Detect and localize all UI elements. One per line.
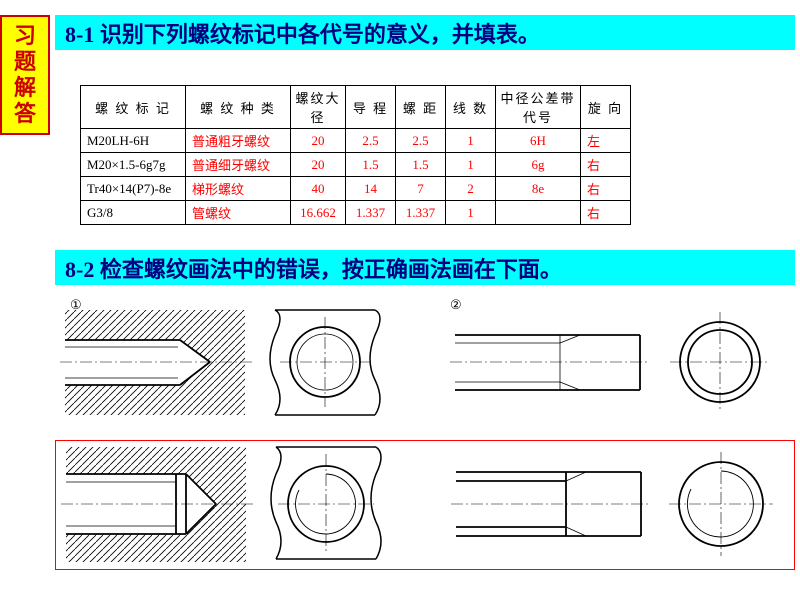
cell: 1.337	[346, 201, 396, 225]
table-row: Tr40×14(P7)-8e 梯形螺纹 40 14 7 2 8e 右	[81, 177, 631, 201]
cell: M20×1.5-6g7g	[81, 153, 186, 177]
thread-table: 螺 纹 标 记 螺 纹 种 类 螺纹大径 导 程 螺 距 线 数 中径公差带代号…	[80, 85, 631, 225]
table-row: M20LH-6H 普通粗牙螺纹 20 2.5 2.5 1 6H 左	[81, 129, 631, 153]
cell: 1.5	[396, 153, 446, 177]
question-2-header: 8-2 检查螺纹画法中的错误，按正确画法画在下面。	[55, 250, 795, 285]
diagram-row-original: ① ②	[55, 295, 795, 425]
cell: 16.662	[291, 201, 346, 225]
table-row: M20×1.5-6g7g 普通细牙螺纹 20 1.5 1.5 1 6g 右	[81, 153, 631, 177]
thread-end-2-wrong	[665, 305, 775, 425]
thread-end-1-correct	[266, 444, 391, 569]
cell: 20	[291, 129, 346, 153]
sidebar-char-3: 解	[14, 75, 36, 101]
cell: 6g	[496, 153, 581, 177]
thread-side-2-wrong	[450, 305, 650, 425]
cell: 1	[446, 153, 496, 177]
sidebar-char-2: 题	[14, 49, 36, 75]
th-lead: 导 程	[346, 86, 396, 129]
cell: 14	[346, 177, 396, 201]
thread-side-1-wrong	[60, 305, 260, 425]
cell: 1.5	[346, 153, 396, 177]
th-mark: 螺 纹 标 记	[81, 86, 186, 129]
thread-side-1-correct	[61, 444, 261, 569]
cell: 8e	[496, 177, 581, 201]
th-dir: 旋 向	[581, 86, 631, 129]
thread-side-2-correct	[451, 444, 651, 569]
th-dia: 螺纹大径	[291, 86, 346, 129]
cell: 6H	[496, 129, 581, 153]
cell: 1	[446, 201, 496, 225]
sidebar-char-4: 答	[14, 101, 36, 127]
question-1-header: 8-1 识别下列螺纹标记中各代号的意义，并填表。	[55, 15, 795, 50]
cell: 右	[581, 201, 631, 225]
th-type: 螺 纹 种 类	[186, 86, 291, 129]
cell: 普通细牙螺纹	[186, 153, 291, 177]
cell: 普通粗牙螺纹	[186, 129, 291, 153]
thread-end-1-wrong	[265, 305, 390, 425]
th-lines: 线 数	[446, 86, 496, 129]
cell: 右	[581, 177, 631, 201]
cell: Tr40×14(P7)-8e	[81, 177, 186, 201]
cell: 右	[581, 153, 631, 177]
cell: 20	[291, 153, 346, 177]
cell: 1.337	[396, 201, 446, 225]
cell	[496, 201, 581, 225]
cell: 7	[396, 177, 446, 201]
cell: 管螺纹	[186, 201, 291, 225]
question-2-title: 8-2 检查螺纹画法中的错误，按正确画法画在下面。	[65, 252, 562, 284]
table-header-row: 螺 纹 标 记 螺 纹 种 类 螺纹大径 导 程 螺 距 线 数 中径公差带代号…	[81, 86, 631, 129]
cell: 梯形螺纹	[186, 177, 291, 201]
question-1-title: 8-1 识别下列螺纹标记中各代号的意义，并填表。	[65, 17, 540, 49]
th-pitch: 螺 距	[396, 86, 446, 129]
cell: 2.5	[396, 129, 446, 153]
table-row: G3/8 管螺纹 16.662 1.337 1.337 1 右	[81, 201, 631, 225]
sidebar-char-1: 习	[14, 23, 36, 49]
cell: 左	[581, 129, 631, 153]
cell: M20LH-6H	[81, 129, 186, 153]
cell: 2	[446, 177, 496, 201]
cell: 2.5	[346, 129, 396, 153]
cell: 1	[446, 129, 496, 153]
sidebar-title: 习 题 解 答	[0, 15, 50, 135]
cell: 40	[291, 177, 346, 201]
thread-end-2-correct	[666, 444, 776, 569]
cell: G3/8	[81, 201, 186, 225]
diagram-row-correct	[55, 440, 795, 570]
th-tol: 中径公差带代号	[496, 86, 581, 129]
